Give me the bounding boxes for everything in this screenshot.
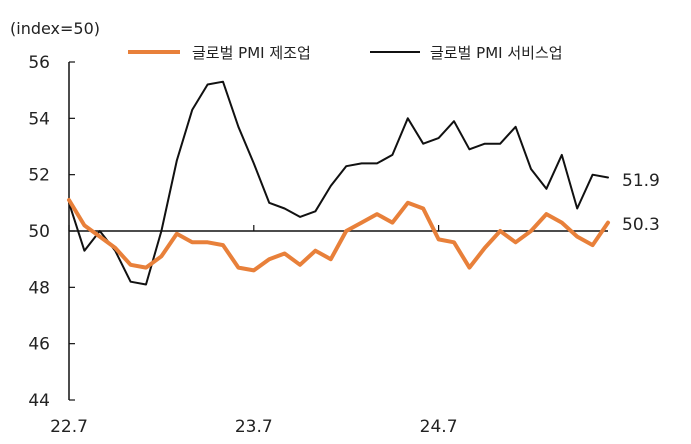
- y-tick-label: 54: [28, 109, 50, 129]
- legend: 글로벌 PMI 제조업 글로벌 PMI 서비스업: [128, 44, 563, 62]
- manufacturing-series-line: [67, 198, 610, 273]
- y-axis: 44 46 48 50 52 54 56: [28, 53, 75, 411]
- y-tick-label: 50: [28, 222, 50, 242]
- plot-area: [67, 80, 610, 286]
- y-tick-label: 52: [28, 166, 50, 186]
- x-tick-label: 22.7: [50, 417, 88, 437]
- y-axis-unit-label: (index=50): [10, 19, 100, 38]
- y-tick-label: 44: [28, 391, 50, 411]
- legend-manufacturing-label: 글로벌 PMI 제조업: [192, 44, 311, 62]
- legend-services-label: 글로벌 PMI 서비스업: [430, 44, 563, 62]
- x-tick-label: 23.7: [235, 417, 273, 437]
- x-tick-label: 24.7: [420, 417, 458, 437]
- y-tick-label: 48: [28, 278, 50, 298]
- y-tick-label: 46: [28, 335, 50, 355]
- manufacturing-end-label: 50.3: [622, 215, 660, 235]
- x-axis: 22.7 23.7 24.7: [50, 225, 608, 437]
- services-end-label: 51.9: [622, 171, 660, 191]
- y-tick-label: 56: [28, 53, 50, 73]
- services-series-line: [68, 80, 609, 286]
